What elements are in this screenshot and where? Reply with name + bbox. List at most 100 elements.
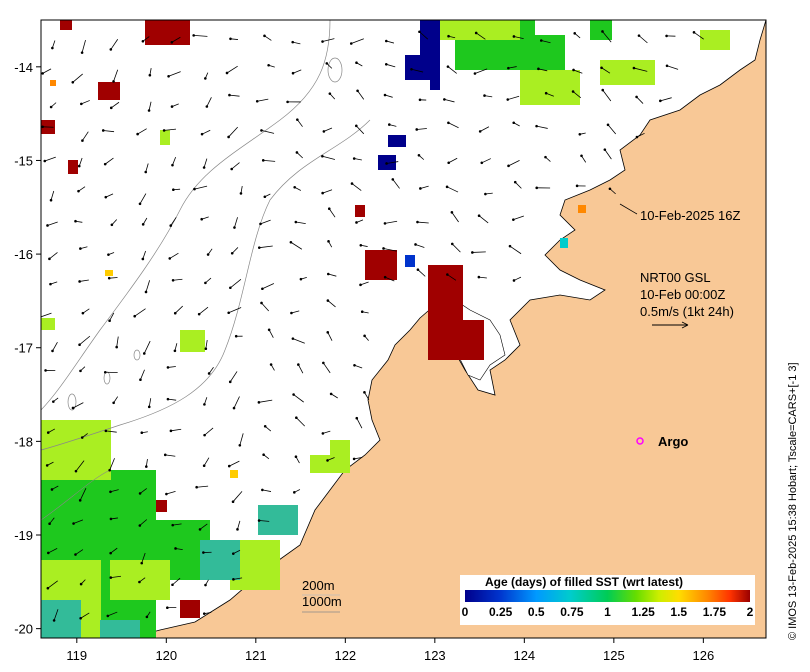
current-arrow-head [202,551,205,554]
current-arrow-head [263,34,266,38]
current-arrow-head [507,66,510,70]
current-arrow-head [327,207,331,211]
current-arrow [416,128,427,130]
current-arrow-head [292,393,295,396]
sst-teal [41,505,298,638]
current-arrow [198,306,209,315]
current-arrow-head [72,522,75,525]
current-arrow [199,523,208,530]
current-arrow-head [144,170,148,174]
current-arrow [383,248,397,252]
x-tick-label: 122 [334,648,356,663]
y-tick-label: -16 [14,247,33,262]
current-arrow [79,335,91,346]
current-arrow-head [544,155,547,159]
current-arrow-head [293,491,296,494]
current-arrow-head [231,552,235,555]
current-arrow-head [71,80,75,84]
current-arrow-head [635,95,638,99]
current-arrow-head [171,278,175,282]
x-tick-label: 124 [513,648,535,663]
colorbar-title: Age (days) of filled SST (wrt latest) [485,575,683,589]
isobath-200m-label: 200m [302,578,335,593]
current-arrow [164,128,177,131]
current-arrow-head [471,251,474,254]
current-arrow [545,92,554,97]
current-arrow-head [233,226,236,229]
current-arrow-head [269,363,273,366]
current-arrow [109,458,115,471]
current-arrow-head [202,166,206,169]
current-arrow-head [322,130,326,133]
current-arrow [116,336,119,348]
current-arrow-head [227,311,230,315]
current-arrow-head [74,469,78,473]
current-arrow-head [601,30,604,33]
current-arrow-head [512,121,516,125]
current-arrow-head [329,392,333,396]
current-arrow [204,427,214,436]
current-arrow-head [234,334,238,338]
current-arrow-head [473,72,477,75]
current-arrow-head [445,185,449,189]
current-arrow-head [295,416,298,420]
current-arrow-head [140,561,144,565]
current-arrow-head [80,102,83,106]
current-arrow [417,269,426,277]
current-arrow [171,36,181,43]
current-arrow [260,219,271,225]
current-arrow-head [355,416,359,420]
current-arrow [228,307,242,314]
current-arrow-head [136,132,139,136]
current-arrow [105,193,114,198]
current-arrow-head [355,124,358,128]
current-arrow-head [138,580,141,584]
current-arrow [295,221,306,225]
current-arrow-head [79,369,82,373]
current-arrow-head [450,211,454,214]
current-arrow [693,31,704,40]
current-arrow [384,220,398,224]
current-arrow [172,523,182,526]
current-arrow-head [578,132,582,136]
current-arrow-head [45,464,49,467]
current-arrow-head [363,391,366,394]
current-arrow-head [261,287,264,291]
x-tick-label: 126 [692,648,714,663]
current-arrow-head [138,524,142,527]
current-arrow-head [49,198,53,202]
current-arrow-head [110,223,114,227]
current-arrow-head [173,349,177,353]
current-arrow [75,549,84,555]
current-arrow-head [414,243,417,246]
argo-marker[interactable] [636,437,644,445]
current-arrow [386,40,395,44]
current-arrow-head [205,105,209,108]
current-arrow-head [145,465,148,468]
current-arrow-head [231,500,235,503]
current-arrow-head [162,129,166,132]
current-arrow-head [290,311,293,315]
current-arrow [602,89,612,102]
current-arrow [601,67,611,74]
current-arrow-head [289,240,293,244]
current-arrow-head [78,499,82,502]
current-arrow [415,244,425,248]
current-arrow-head [418,98,422,102]
current-arrow-head [238,444,242,447]
current-arrow-head [172,188,175,192]
current-arrow [264,35,272,41]
current-arrow [113,69,119,82]
current-arrow-head [580,154,583,158]
current-arrow [142,250,147,260]
current-arrow [509,245,522,255]
current-arrow [104,157,114,165]
current-arrow [105,430,117,433]
current-arrow-head [391,178,395,181]
current-arrow [297,119,303,127]
current-arrow-head [200,217,204,221]
current-arrow [137,128,147,135]
current-arrow [50,190,55,201]
current-arrow-head [195,485,198,489]
current-arrow [447,274,457,281]
